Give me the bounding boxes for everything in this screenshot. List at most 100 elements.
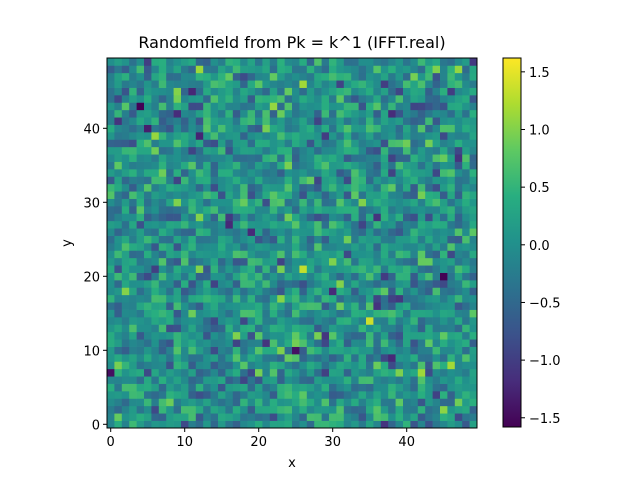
heatmap-cell	[269, 58, 278, 66]
heatmap-cell	[121, 176, 130, 185]
heatmap-cell	[121, 405, 130, 414]
heatmap-cell	[173, 331, 182, 340]
heatmap-cell	[380, 354, 389, 362]
heatmap-cell	[343, 257, 352, 266]
heatmap-cell	[410, 331, 419, 340]
heatmap-cell	[351, 213, 359, 222]
heatmap-cell	[144, 139, 152, 148]
heatmap-cell	[129, 213, 137, 222]
heatmap-cell	[195, 346, 204, 355]
heatmap-cell	[144, 287, 152, 296]
heatmap-cell	[107, 146, 115, 155]
heatmap-cell	[166, 368, 174, 377]
heatmap-cell	[144, 220, 152, 229]
heatmap-cell	[262, 213, 271, 222]
heatmap-cell	[129, 139, 137, 148]
heatmap-cell	[247, 331, 256, 340]
heatmap-cell	[158, 117, 167, 125]
heatmap-cell	[114, 317, 123, 325]
heatmap-cell	[292, 368, 300, 377]
heatmap-cell	[417, 354, 426, 362]
heatmap-cell	[232, 346, 241, 355]
heatmap-cell	[403, 183, 411, 192]
heatmap-cell	[262, 109, 271, 118]
heatmap-cell	[425, 191, 433, 199]
heatmap-cell	[232, 317, 241, 325]
heatmap-cell	[469, 317, 478, 325]
heatmap-cell	[181, 376, 189, 384]
heatmap-cell	[203, 154, 211, 162]
heatmap-cell	[417, 339, 426, 347]
heatmap-cell	[151, 376, 160, 384]
heatmap-cell	[336, 102, 345, 111]
heatmap-cell	[410, 413, 419, 421]
heatmap-cell	[247, 302, 256, 310]
heatmap-cell	[417, 102, 426, 111]
heatmap-cell	[321, 420, 330, 429]
heatmap-cell	[454, 102, 463, 111]
heatmap-cell	[158, 257, 167, 266]
heatmap-cell	[203, 405, 211, 414]
heatmap-cell	[158, 109, 167, 118]
heatmap-cell	[255, 154, 263, 162]
heatmap-cell	[210, 361, 219, 370]
heatmap-cell	[144, 169, 152, 177]
heatmap-cell	[432, 257, 441, 266]
heatmap-cell	[329, 346, 337, 355]
heatmap-cell	[314, 228, 322, 236]
heatmap-cell	[329, 169, 337, 177]
heatmap-cell	[121, 250, 130, 259]
heatmap-cell	[136, 206, 145, 214]
heatmap-cell	[395, 102, 404, 111]
heatmap-cell	[403, 198, 411, 207]
heatmap-cell	[247, 294, 256, 303]
heatmap-cell	[188, 398, 197, 407]
heatmap-cell	[225, 154, 234, 162]
heatmap-cell	[107, 213, 115, 222]
heatmap-cell	[425, 176, 433, 185]
heatmap-cell	[262, 368, 271, 377]
heatmap-cell	[314, 376, 322, 384]
heatmap-cell	[173, 257, 182, 266]
heatmap-cell	[432, 250, 441, 259]
heatmap-cell	[232, 213, 241, 222]
heatmap-cell	[158, 413, 167, 421]
heatmap-cell	[469, 324, 478, 333]
heatmap-cell	[277, 413, 285, 421]
heatmap-cell	[269, 183, 278, 192]
heatmap-cell	[380, 324, 389, 333]
heatmap-cell	[173, 294, 182, 303]
heatmap-cell	[410, 183, 419, 192]
heatmap-cell	[343, 139, 352, 148]
y-tick-label: 30	[83, 196, 100, 211]
heatmap-cell	[432, 354, 441, 362]
heatmap-cell	[188, 102, 197, 111]
heatmap-cell	[410, 80, 419, 88]
heatmap-cell	[440, 146, 448, 155]
heatmap-cell	[366, 265, 374, 273]
heatmap-cell	[277, 183, 285, 192]
heatmap-cell	[203, 146, 211, 155]
heatmap-cell	[181, 154, 189, 162]
heatmap-cell	[321, 146, 330, 155]
heatmap-cell	[284, 339, 293, 347]
heatmap-cell	[151, 183, 160, 192]
heatmap-cell	[129, 376, 137, 384]
heatmap-cell	[403, 65, 411, 74]
heatmap-cell	[114, 154, 123, 162]
heatmap-cell	[262, 220, 271, 229]
heatmap-cell	[410, 154, 419, 162]
heatmap-cell	[380, 220, 389, 229]
heatmap-cell	[410, 376, 419, 384]
heatmap-cell	[358, 346, 367, 355]
heatmap-cell	[195, 317, 204, 325]
heatmap-cell	[144, 228, 152, 236]
heatmap-cell	[306, 183, 315, 192]
heatmap-cell	[284, 391, 293, 399]
heatmap-cell	[403, 368, 411, 377]
heatmap-cell	[262, 331, 271, 340]
heatmap-cell	[292, 80, 300, 88]
heatmap-cell	[351, 265, 359, 273]
heatmap-cell	[358, 154, 367, 162]
heatmap-cell	[358, 272, 367, 281]
